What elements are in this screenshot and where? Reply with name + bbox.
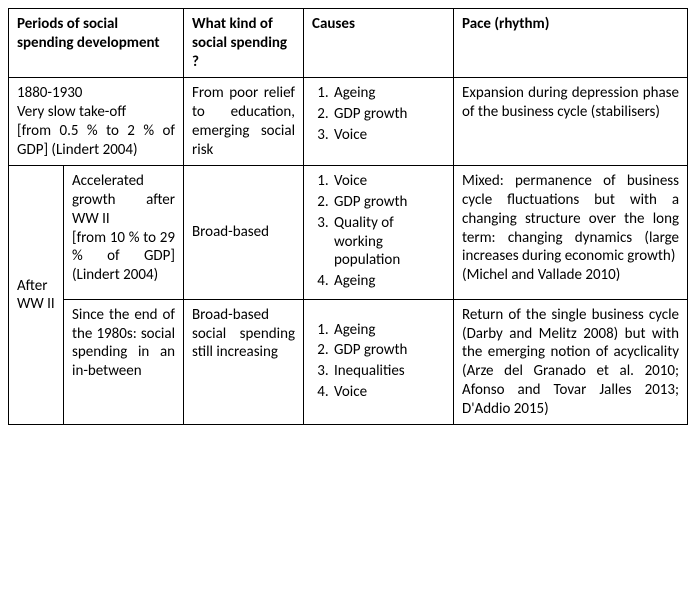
row3-pace: Return of the single business cycle (Dar… [454,299,688,425]
cause-item: Voice [332,383,445,402]
header-pace: Pace (rhythm) [454,9,688,78]
table-header-row: Periods of social spending development W… [9,9,688,78]
row1-period: 1880-1930Very slow take-off[from 0.5 % t… [9,78,184,166]
cause-item: GDP growth [332,193,445,212]
spending-development-table: Periods of social spending development W… [8,8,688,425]
row2-causes: Voice GDP growth Quality of working popu… [304,166,454,300]
cause-item: Ageing [332,272,445,291]
row2-kind: Broad-based [184,166,304,300]
header-causes: Causes [304,9,454,78]
row1-pace: Expansion during depression phase of the… [454,78,688,166]
row3-kind: Broad-based social spending still increa… [184,299,304,425]
table-row: Since the end of the 1980s: social spend… [9,299,688,425]
table-row: 1880-1930Very slow take-off[from 0.5 % t… [9,78,688,166]
header-kind: What kind of social spending ? [184,9,304,78]
row1-kind: From poor relief to education, emerging … [184,78,304,166]
row3-period: Since the end of the 1980s: social spend… [64,299,184,425]
header-periods: Periods of social spending development [9,9,184,78]
causes-list: Voice GDP growth Quality of working popu… [312,172,445,291]
row1-causes: Ageing GDP growth Voice [304,78,454,166]
row2-period-group: After WW II [9,166,64,425]
cause-item: Voice [332,172,445,191]
row2-pace: Mixed: permanence of business cycle fluc… [454,166,688,300]
cause-item: Inequalities [332,362,445,381]
table-row: After WW II Accelerated growth after WW … [9,166,688,300]
cause-item: Ageing [332,84,445,103]
row2-period: Accelerated growth after WW II[from 10 %… [64,166,184,300]
causes-list: Ageing GDP growth Inequalities Voice [312,321,445,402]
causes-list: Ageing GDP growth Voice [312,84,445,144]
cause-item: GDP growth [332,105,445,124]
cause-item: GDP growth [332,341,445,360]
cause-item: Ageing [332,321,445,340]
cause-item: Voice [332,126,445,145]
cause-item: Quality of working population [332,214,445,270]
row3-causes: Ageing GDP growth Inequalities Voice [304,299,454,425]
